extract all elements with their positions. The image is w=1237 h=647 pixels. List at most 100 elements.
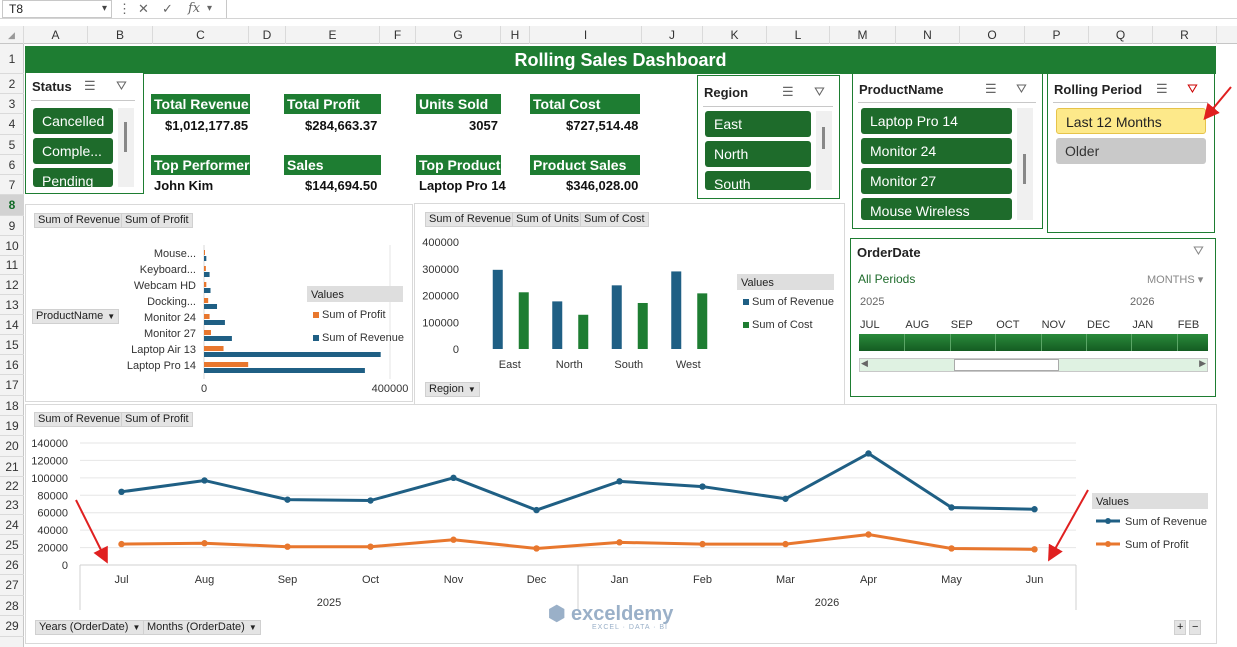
column-header-p[interactable]: P: [1025, 26, 1089, 44]
slicer-scrollbar[interactable]: [816, 111, 832, 190]
clear-filter-icon[interactable]: ⛛: [1193, 243, 1204, 258]
expand-field-button[interactable]: +: [1174, 620, 1187, 635]
status-slicer[interactable]: Status ☰ ⛛ Cancelled Comple... Pending: [25, 72, 144, 194]
row-header-17[interactable]: 17: [0, 375, 24, 396]
row-header-27[interactable]: 27: [0, 575, 24, 596]
slicer-item-north[interactable]: North: [705, 141, 811, 167]
row-header-13[interactable]: 13: [0, 295, 24, 315]
enter-icon[interactable]: ✓: [162, 1, 173, 16]
cancel-icon[interactable]: ✕: [138, 1, 149, 16]
formula-input[interactable]: [226, 0, 1237, 18]
row-header-4[interactable]: 4: [0, 114, 24, 135]
field-button-sum-of-cost[interactable]: Sum of Cost: [580, 212, 649, 227]
fx-icon[interactable]: fx: [188, 1, 201, 16]
timeline-month-nov[interactable]: NOV: [1041, 319, 1066, 331]
slicer-item-mouse-wireless[interactable]: Mouse Wireless: [861, 198, 1012, 220]
timeline-month-jan[interactable]: JAN: [1132, 319, 1154, 331]
timeline-month-aug[interactable]: AUG: [905, 319, 930, 331]
column-header-j[interactable]: J: [642, 26, 703, 44]
multi-select-icon[interactable]: ☰: [1156, 81, 1168, 96]
column-header-b[interactable]: B: [88, 26, 153, 44]
slicer-item-south[interactable]: South: [705, 171, 811, 190]
clear-filter-icon[interactable]: ⛛: [1016, 81, 1027, 96]
field-button-sum-of-revenue[interactable]: Sum of Revenue: [425, 212, 515, 227]
column-header-o[interactable]: O: [960, 26, 1025, 44]
column-header-n[interactable]: N: [896, 26, 960, 44]
field-button-months[interactable]: Months (OrderDate) ▼: [143, 620, 261, 635]
fx-dropdown-icon[interactable]: ▾: [207, 3, 213, 14]
row-header-2[interactable]: 2: [0, 74, 24, 94]
row-header-5[interactable]: 5: [0, 135, 24, 155]
time-level-dropdown[interactable]: MONTHS ▾: [1147, 274, 1204, 286]
field-button-region[interactable]: Region ▼: [425, 382, 480, 397]
multi-select-icon[interactable]: ☰: [985, 81, 997, 96]
region-slicer[interactable]: Region ☰ ⛛ East North South: [697, 75, 840, 199]
slicer-item-monitor-27[interactable]: Monitor 27: [861, 168, 1012, 194]
row-header-8[interactable]: 8: [0, 195, 24, 216]
select-all-corner[interactable]: ◢: [0, 26, 24, 44]
row-header-7[interactable]: 7: [0, 175, 24, 195]
timeline-month-feb[interactable]: FEB: [1177, 319, 1200, 331]
row-header-18[interactable]: 18: [0, 396, 24, 416]
field-button-productname[interactable]: ProductName ▼: [32, 309, 120, 324]
field-button-sum-of-revenue[interactable]: Sum of Revenue: [34, 412, 124, 427]
row-header-1[interactable]: 1: [0, 44, 24, 74]
row-header-22[interactable]: 22: [0, 477, 24, 496]
field-button-years[interactable]: Years (OrderDate) ▼: [35, 620, 145, 635]
slicer-scrollbar[interactable]: [118, 108, 134, 187]
row-header-29[interactable]: 29: [0, 616, 24, 637]
row-header-26[interactable]: 26: [0, 555, 24, 575]
product-chart-panel[interactable]: Sum of Revenue Sum of Profit ProductName…: [25, 204, 413, 402]
field-button-sum-of-profit[interactable]: Sum of Profit: [121, 412, 193, 427]
clear-filter-active-icon[interactable]: ⛛: [1187, 81, 1198, 96]
productname-slicer[interactable]: ProductName ☰ ⛛ Laptop Pro 14 Monitor 24…: [852, 73, 1043, 229]
slicer-item-laptop-pro-14[interactable]: Laptop Pro 14: [861, 108, 1012, 134]
row-header-24[interactable]: 24: [0, 515, 24, 535]
field-button-sum-of-profit[interactable]: Sum of Profit: [121, 213, 193, 228]
slicer-item-completed[interactable]: Comple...: [33, 138, 113, 164]
row-header-15[interactable]: 15: [0, 335, 24, 355]
field-button-sum-of-units[interactable]: Sum of Units: [512, 212, 583, 227]
column-header-d[interactable]: D: [249, 26, 286, 44]
timeline-scrollbar[interactable]: ◀ ▶: [859, 358, 1208, 372]
timeline-scroll-thumb[interactable]: [954, 359, 1059, 371]
multi-select-icon[interactable]: ☰: [84, 78, 96, 93]
rolling-period-slicer[interactable]: Rolling Period ☰ ⛛ Last 12 Months Older: [1047, 73, 1215, 233]
chevron-down-icon[interactable]: ▾: [101, 3, 107, 14]
row-header-28[interactable]: 28: [0, 596, 24, 616]
column-header-f[interactable]: F: [380, 26, 416, 44]
column-header-a[interactable]: A: [24, 26, 88, 44]
timeline-month-sep[interactable]: SEP: [950, 319, 973, 331]
row-header-25[interactable]: 25: [0, 535, 24, 555]
timeline-month-oct[interactable]: OCT: [996, 319, 1020, 331]
column-header-h[interactable]: H: [501, 26, 530, 44]
row-header-21[interactable]: 21: [0, 457, 24, 477]
row-header-14[interactable]: 14: [0, 315, 24, 335]
column-header-g[interactable]: G: [416, 26, 501, 44]
clear-filter-icon[interactable]: ⛛: [116, 78, 127, 93]
clear-filter-icon[interactable]: ⛛: [814, 84, 825, 99]
column-header-l[interactable]: L: [767, 26, 830, 44]
slicer-item-pending[interactable]: Pending: [33, 168, 113, 187]
scroll-left-icon[interactable]: ◀: [861, 358, 868, 368]
slicer-item-cancelled[interactable]: Cancelled: [33, 108, 113, 134]
column-header-r[interactable]: R: [1153, 26, 1217, 44]
column-header-i[interactable]: I: [530, 26, 642, 44]
row-header-16[interactable]: 16: [0, 355, 24, 375]
row-header-19[interactable]: 19: [0, 416, 24, 436]
multi-select-icon[interactable]: ☰: [782, 84, 794, 99]
row-header-23[interactable]: 23: [0, 496, 24, 515]
trend-chart-panel[interactable]: Sum of Revenue Sum of Profit Years (Orde…: [25, 404, 1217, 644]
column-header-e[interactable]: E: [286, 26, 380, 44]
slicer-scrollbar[interactable]: [1017, 108, 1033, 220]
orderdate-timeline[interactable]: OrderDate ⛛ All Periods MONTHS ▾ 2025 20…: [850, 238, 1216, 397]
region-chart-panel[interactable]: Sum of Revenue Sum of Units Sum of Cost …: [414, 203, 845, 406]
column-header-m[interactable]: M: [830, 26, 896, 44]
column-header-q[interactable]: Q: [1089, 26, 1153, 44]
column-header-c[interactable]: C: [153, 26, 249, 44]
slicer-item-older[interactable]: Older: [1056, 138, 1206, 164]
field-button-sum-of-revenue[interactable]: Sum of Revenue: [34, 213, 124, 228]
row-header-9[interactable]: 9: [0, 216, 24, 236]
scroll-right-icon[interactable]: ▶: [1199, 358, 1206, 368]
row-header-3[interactable]: 3: [0, 94, 24, 114]
